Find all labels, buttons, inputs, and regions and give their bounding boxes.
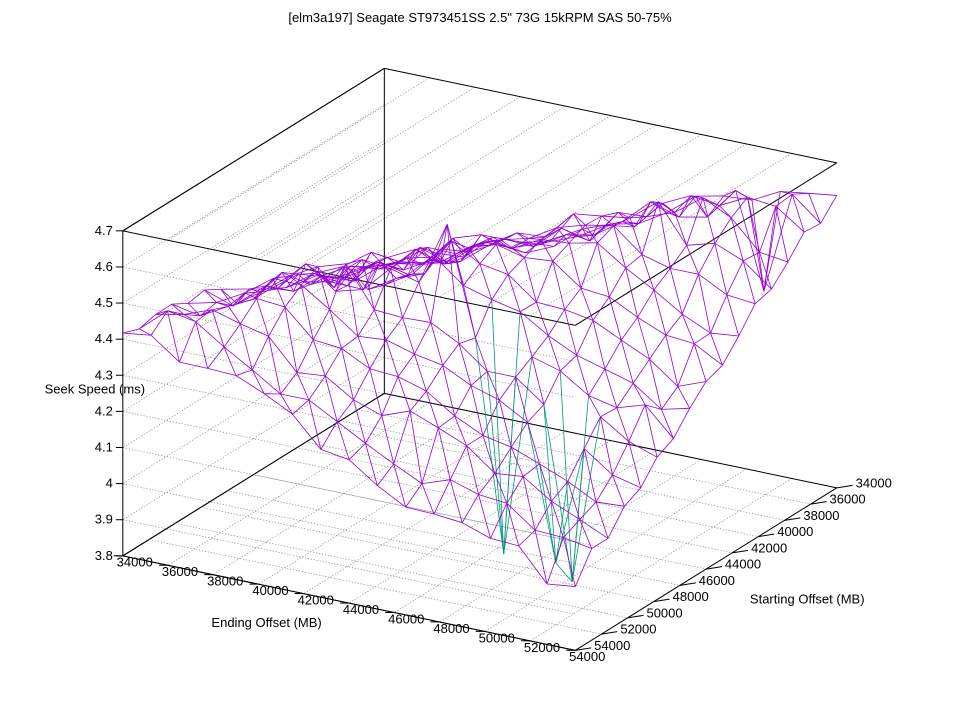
svg-text:50000: 50000	[479, 630, 515, 645]
svg-text:4.6: 4.6	[95, 259, 113, 274]
svg-text:Seek Speed (ms): Seek Speed (ms)	[45, 381, 145, 396]
svg-text:Starting Offset (MB): Starting Offset (MB)	[750, 591, 865, 606]
svg-text:3.9: 3.9	[95, 512, 113, 527]
svg-text:48000: 48000	[673, 589, 709, 604]
svg-text:4.3: 4.3	[95, 367, 113, 382]
svg-text:52000: 52000	[524, 640, 560, 655]
svg-text:38000: 38000	[207, 574, 243, 589]
svg-text:36000: 36000	[830, 492, 866, 507]
svg-text:4.7: 4.7	[95, 223, 113, 238]
svg-text:34000: 34000	[117, 555, 153, 570]
svg-text:44000: 44000	[343, 602, 379, 617]
svg-text:54000: 54000	[594, 638, 630, 653]
svg-text:50000: 50000	[646, 605, 682, 620]
svg-text:44000: 44000	[725, 557, 761, 572]
svg-text:4: 4	[106, 476, 113, 491]
svg-text:38000: 38000	[803, 508, 839, 523]
svg-text:46000: 46000	[388, 611, 424, 626]
svg-text:36000: 36000	[162, 564, 198, 579]
svg-text:40000: 40000	[777, 524, 813, 539]
svg-text:4.4: 4.4	[95, 331, 113, 346]
svg-text:46000: 46000	[699, 573, 735, 588]
svg-text:[elm3a197] Seagate ST973451SS: [elm3a197] Seagate ST973451SS 2.5" 73G 1…	[288, 10, 672, 25]
svg-text:4.2: 4.2	[95, 403, 113, 418]
svg-text:4.1: 4.1	[95, 440, 113, 455]
svg-text:52000: 52000	[620, 622, 656, 637]
svg-text:Ending Offset (MB): Ending Offset (MB)	[211, 615, 321, 630]
svg-text:42000: 42000	[751, 540, 787, 555]
svg-text:34000: 34000	[856, 475, 892, 490]
svg-text:48000: 48000	[433, 621, 469, 636]
svg-text:3.8: 3.8	[95, 548, 113, 563]
svg-text:42000: 42000	[298, 593, 334, 608]
svg-text:4.5: 4.5	[95, 295, 113, 310]
svg-text:40000: 40000	[252, 583, 288, 598]
